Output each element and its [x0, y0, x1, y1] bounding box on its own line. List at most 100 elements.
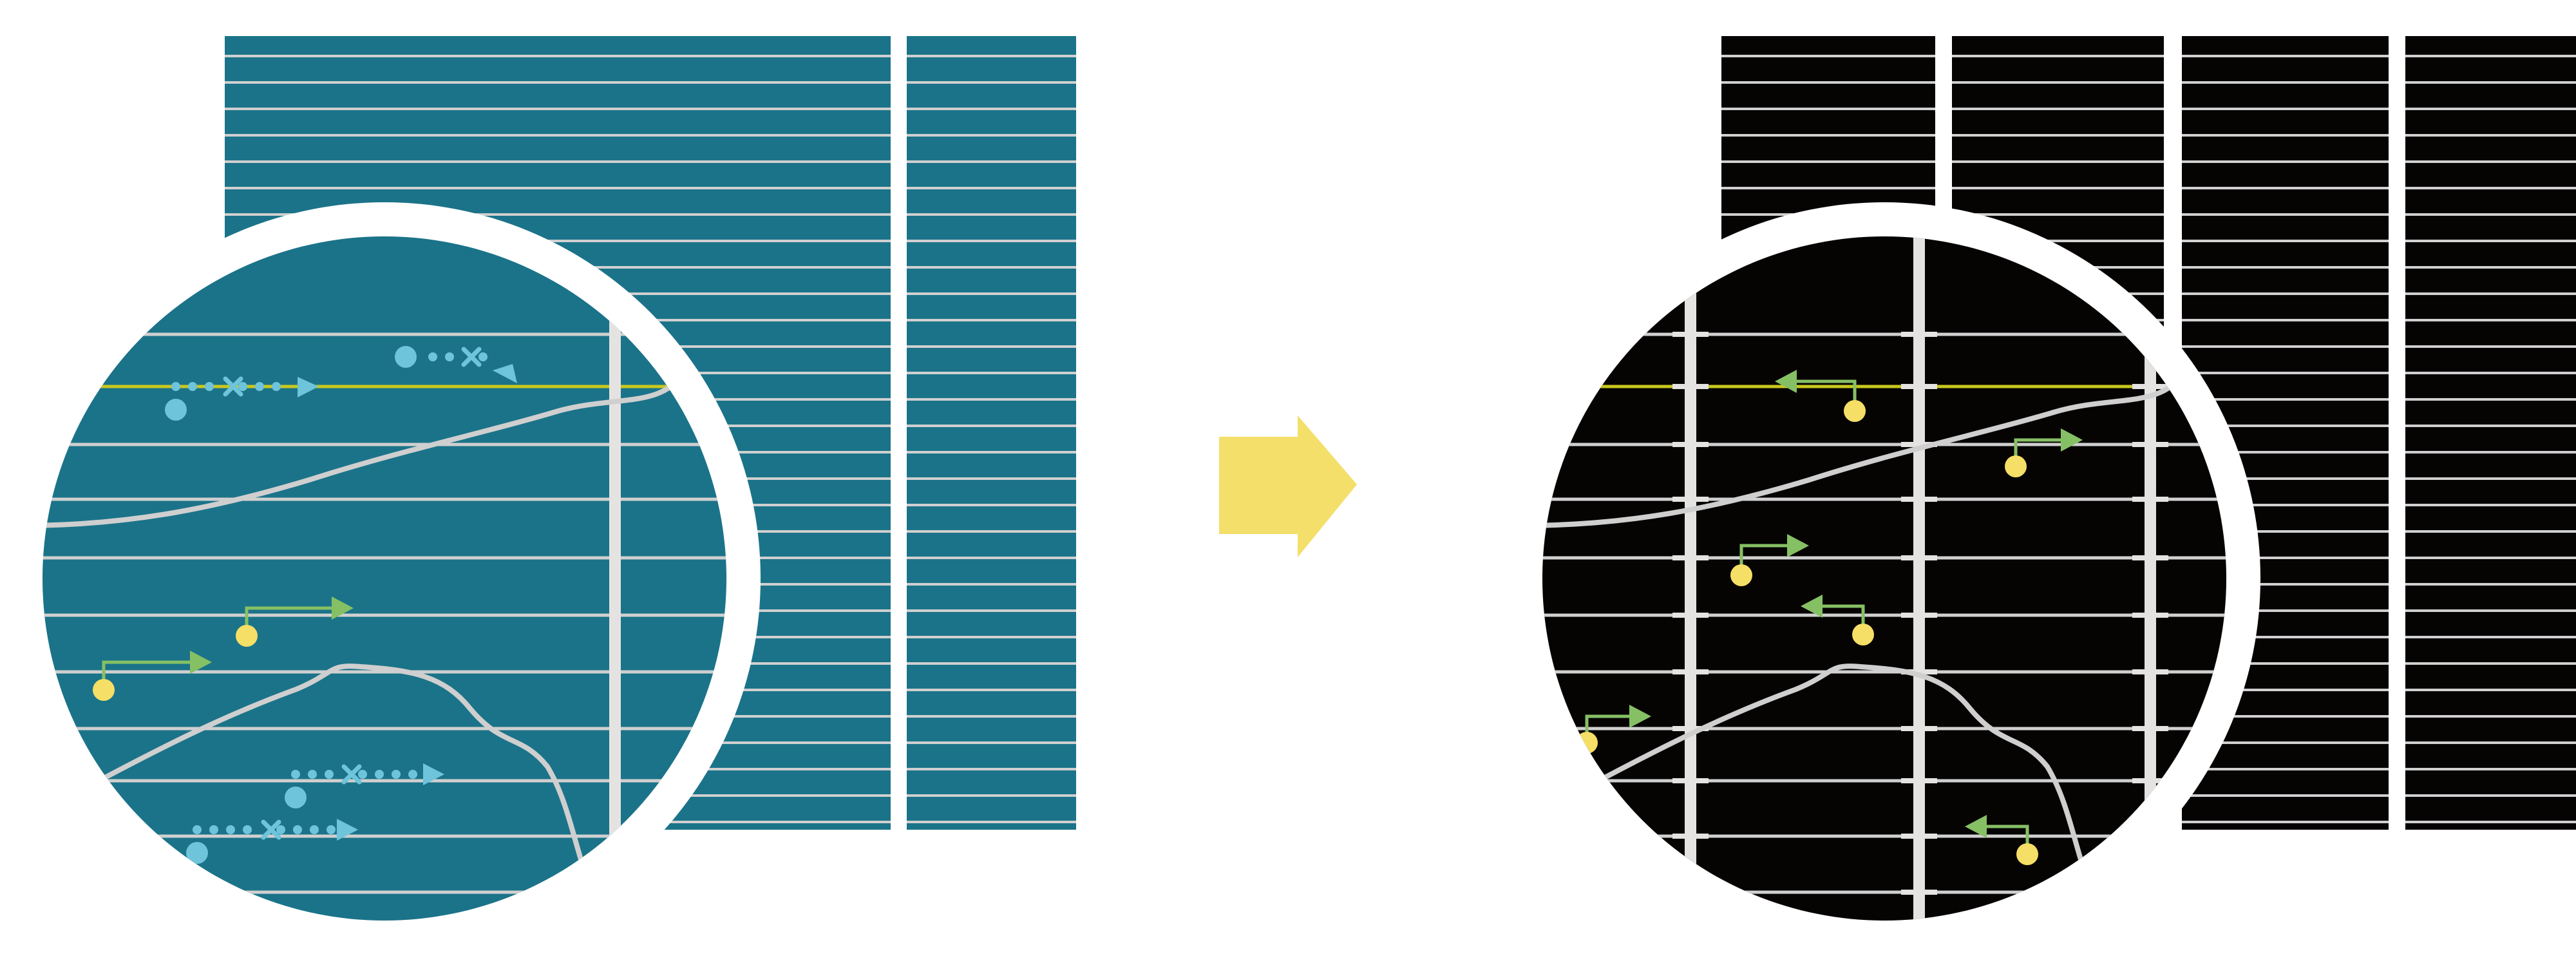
- bar-tick: [2132, 442, 2168, 447]
- bar-tick: [2132, 726, 2168, 731]
- bar-tick: [1901, 669, 1937, 674]
- yellow-point: [2005, 455, 2027, 477]
- yellow-point: [93, 679, 115, 701]
- yellow-point: [2016, 843, 2038, 865]
- bar-tick: [2132, 497, 2168, 502]
- dot: [392, 770, 401, 779]
- dotted-arrow-icon: [165, 376, 319, 421]
- vertical-bar: [609, 236, 621, 921]
- pin-arrow-icon: [2005, 428, 2083, 477]
- left-magnified-view: [43, 236, 726, 921]
- yellow-point: [236, 625, 258, 647]
- yellow-point: [1730, 564, 1752, 586]
- yellow-point: [1852, 624, 1874, 645]
- vertical-bar: [1913, 236, 1925, 921]
- bar-tick: [1901, 890, 1937, 895]
- panel-column: [907, 36, 1076, 830]
- dot: [272, 382, 281, 391]
- dot: [375, 770, 384, 779]
- magnified-background: [1542, 236, 2226, 921]
- bar-tick: [1672, 726, 1709, 731]
- dot: [428, 352, 437, 361]
- dot: [291, 770, 300, 779]
- arrow-right-icon: [1219, 415, 1357, 557]
- start-point: [285, 787, 307, 808]
- start-point: [186, 842, 208, 864]
- x-mark: [461, 347, 482, 367]
- dot: [238, 382, 247, 391]
- yellow-point: [1844, 400, 1866, 422]
- dot: [445, 352, 454, 361]
- x-mark: [261, 819, 281, 840]
- right-magnified-view: [1542, 236, 2226, 921]
- arrow-head: [423, 763, 444, 785]
- vertical-bar: [2145, 236, 2156, 921]
- pin-arrow-icon: [1775, 370, 1866, 422]
- arrow-head: [1629, 705, 1651, 728]
- bar-tick: [2132, 669, 2168, 674]
- arrow-head: [493, 364, 517, 383]
- dot: [310, 825, 319, 834]
- bar-tick: [1672, 497, 1709, 502]
- panel-column: [2405, 36, 2576, 830]
- arrow-head: [1801, 595, 1823, 618]
- bar-tick: [1672, 384, 1709, 389]
- bar-tick: [1901, 384, 1937, 389]
- arrow-head: [332, 597, 354, 620]
- dot: [255, 382, 264, 391]
- bar-tick: [1672, 332, 1709, 337]
- pin-arrow-icon: [1730, 534, 1809, 586]
- bar-tick: [1901, 442, 1937, 447]
- bar-tick: [2132, 890, 2168, 895]
- dot: [226, 825, 235, 834]
- bar-tick: [1672, 834, 1709, 839]
- dotted-arrow-icon: [186, 819, 358, 864]
- vertical-bar: [1685, 236, 1696, 921]
- bar-tick: [1672, 669, 1709, 674]
- dot: [276, 825, 285, 834]
- trajectory-curve: [1576, 664, 2088, 877]
- bar-tick: [1901, 497, 1937, 502]
- arrow-head: [1787, 534, 1809, 557]
- dot: [188, 382, 197, 391]
- x-mark: [341, 764, 362, 785]
- bar-tick: [1901, 726, 1937, 731]
- magnified-background: [43, 236, 726, 921]
- dot: [327, 825, 336, 834]
- dot: [193, 825, 202, 834]
- start-point: [165, 399, 187, 421]
- arrow-head: [2061, 428, 2083, 452]
- bar-tick: [1901, 555, 1937, 560]
- bar-tick: [1672, 555, 1709, 560]
- x-mark: [223, 376, 243, 397]
- bar-tick: [2132, 384, 2168, 389]
- bar-tick: [2132, 613, 2168, 618]
- dot: [325, 770, 334, 779]
- dot: [478, 352, 488, 361]
- arrow-head: [1775, 370, 1797, 393]
- dot: [205, 382, 214, 391]
- pin-arrow-icon: [236, 597, 354, 647]
- arrow-head: [190, 651, 212, 674]
- pin-arrow-icon: [93, 651, 212, 701]
- dotted-arrow-icon: [285, 763, 444, 808]
- bar-tick: [1672, 613, 1709, 618]
- bar-tick: [1672, 778, 1709, 783]
- bar-tick: [1672, 442, 1709, 447]
- pin-arrow-icon: [1801, 595, 1874, 645]
- bar-tick: [1901, 778, 1937, 783]
- bar-tick: [2132, 555, 2168, 560]
- dot: [243, 825, 252, 834]
- dot: [293, 825, 302, 834]
- bar-tick: [1901, 834, 1937, 839]
- dot: [209, 825, 218, 834]
- pin-arrow-icon: [1965, 815, 2038, 865]
- dot: [408, 770, 417, 779]
- arrow-head: [1965, 815, 1987, 838]
- bar-tick: [1901, 332, 1937, 337]
- dot: [308, 770, 317, 779]
- trajectory-curve: [76, 664, 589, 877]
- arrow-head: [337, 819, 358, 841]
- bar-tick: [2132, 778, 2168, 783]
